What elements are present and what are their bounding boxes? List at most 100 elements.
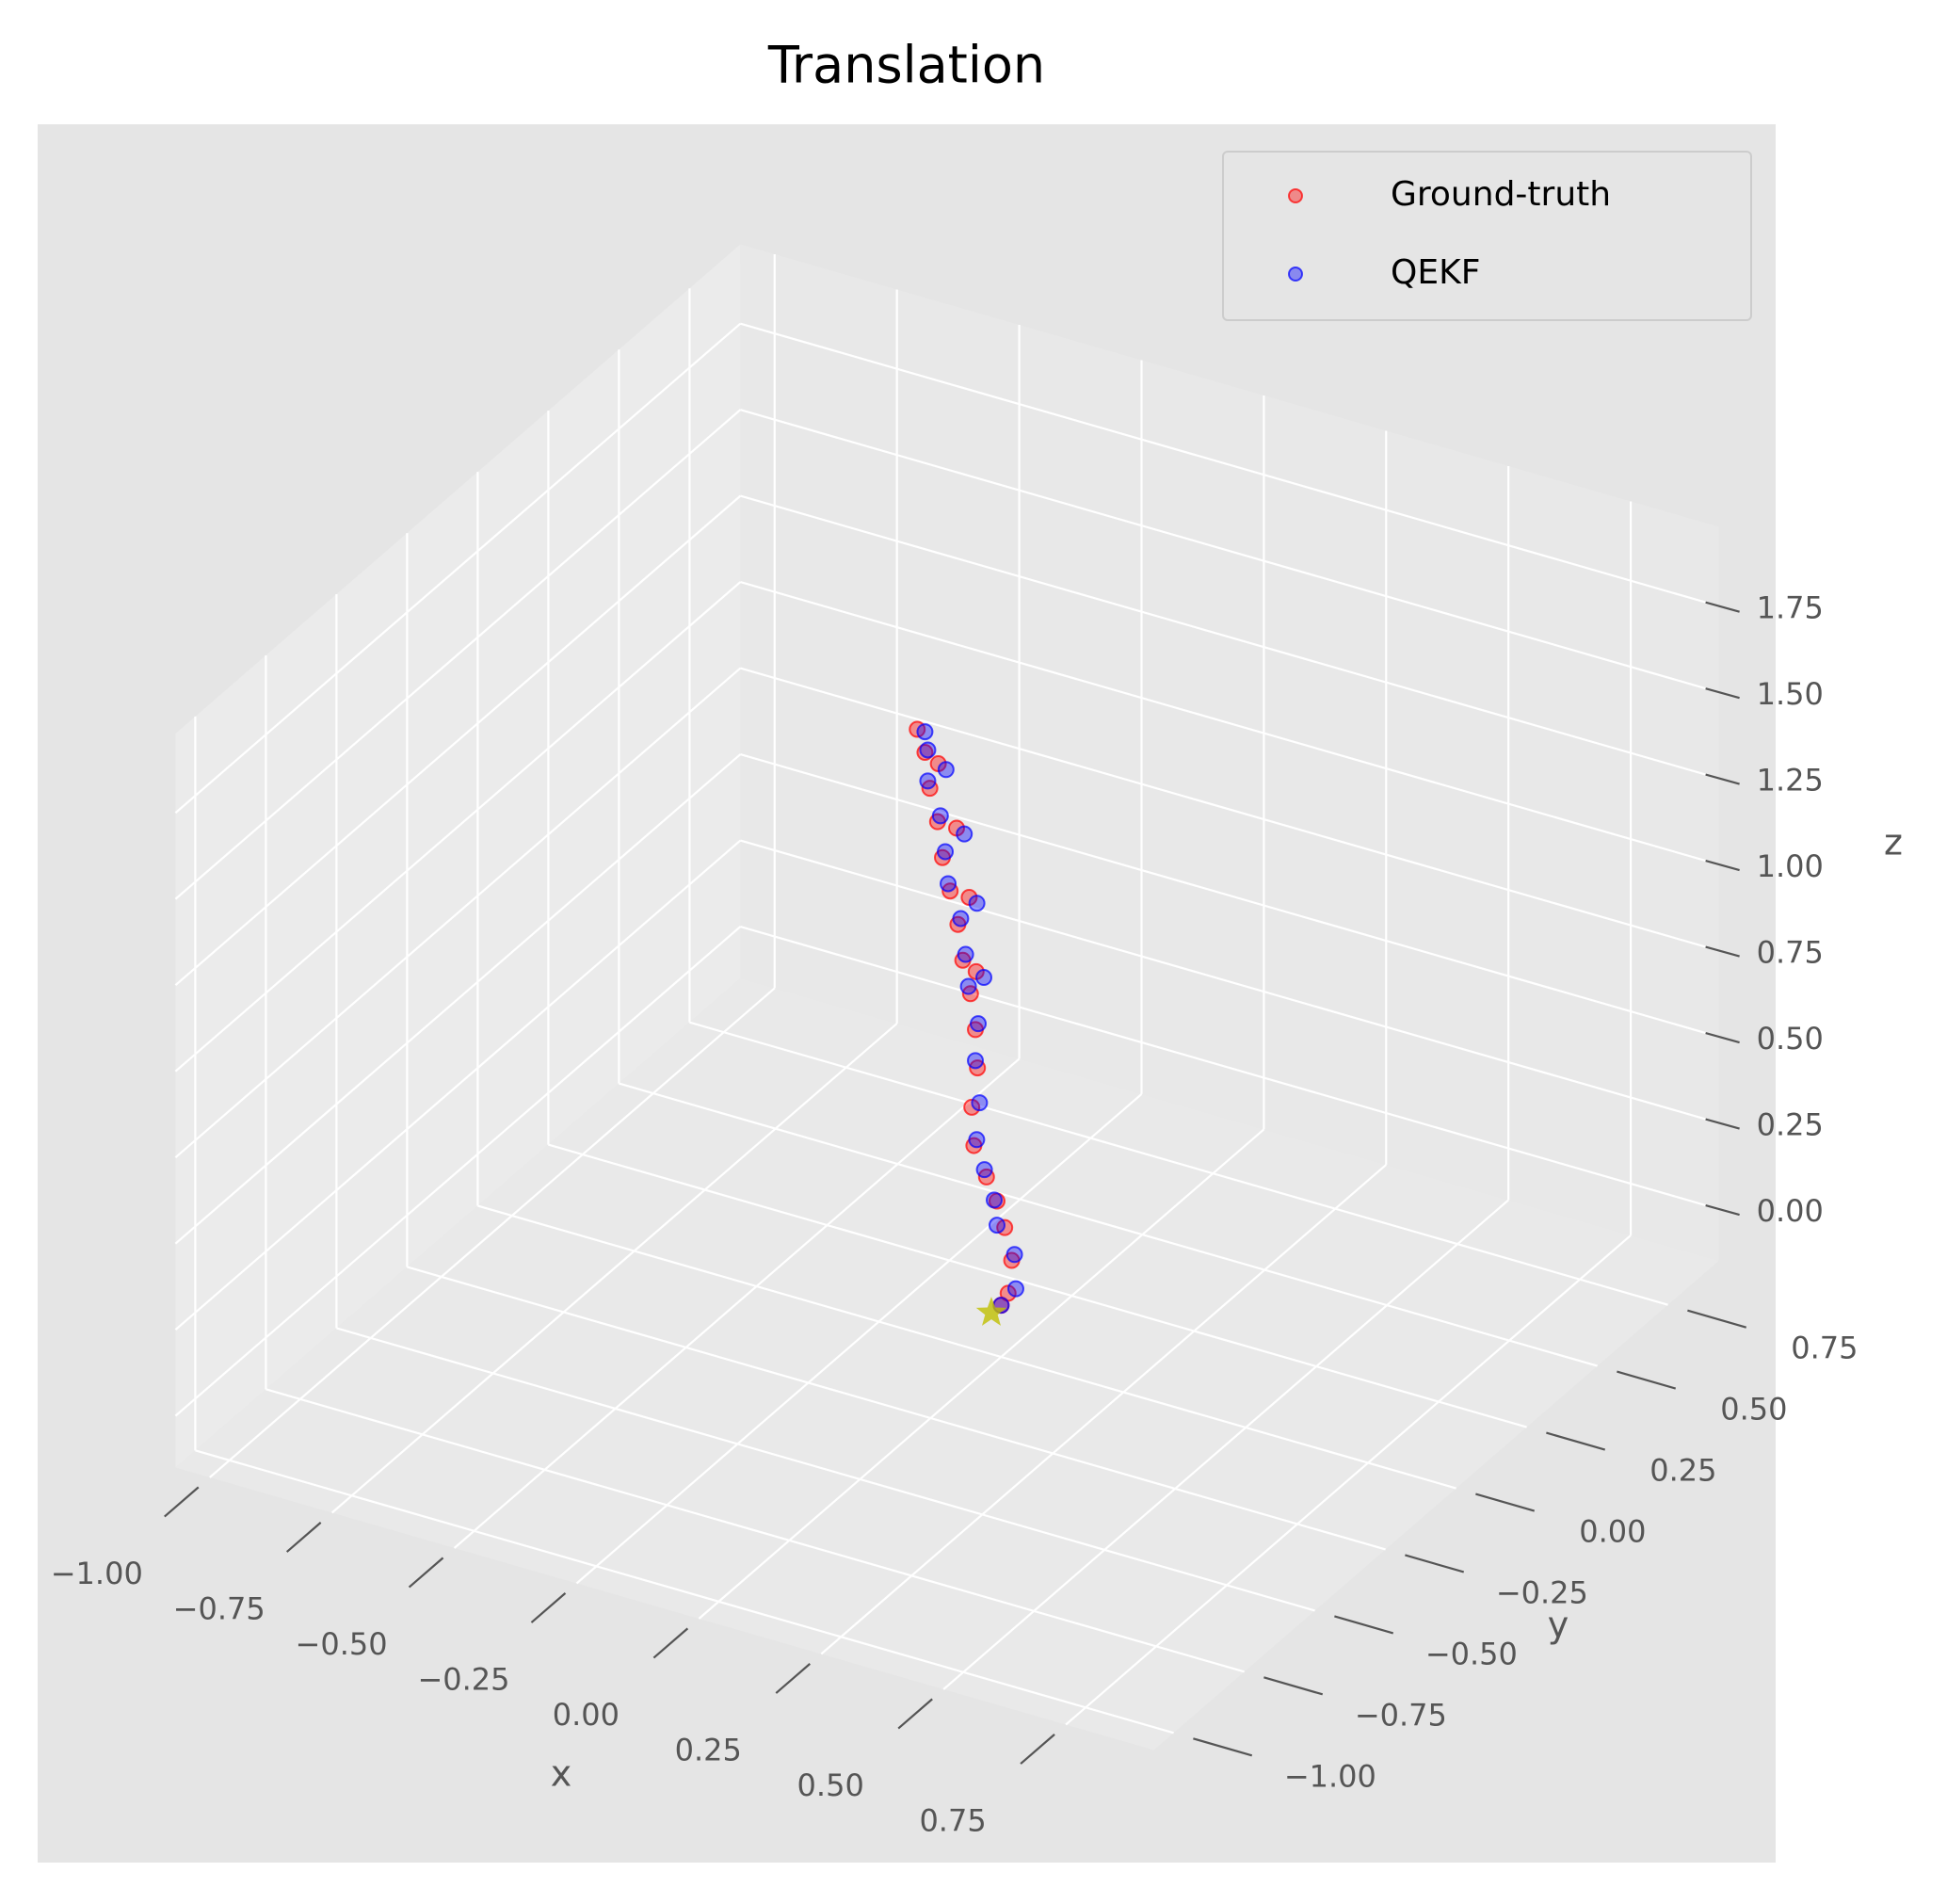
z-tick-mark: [1705, 687, 1740, 700]
y-tick-label: 0.25: [1649, 1453, 1716, 1489]
grid-line: [174, 494, 742, 987]
x-tick-mark: [652, 1627, 689, 1659]
grid-line: [330, 1023, 898, 1514]
z-tick-label: 0.25: [1757, 1107, 1824, 1143]
x-axis-label: x: [551, 1753, 572, 1795]
data-point: [952, 910, 970, 928]
z-tick-mark: [1705, 1031, 1740, 1044]
grid-line: [174, 839, 742, 1331]
grid-line: [619, 1082, 1598, 1367]
grid-line: [740, 322, 1719, 607]
grid-line: [740, 839, 1719, 1124]
x-tick-label: −0.75: [173, 1590, 266, 1626]
data-point: [968, 1131, 986, 1149]
chart-title: Translation: [767, 36, 1045, 95]
grid-line: [740, 752, 1719, 1039]
y-tick-mark: [1546, 1431, 1606, 1451]
z-tick-mark: [1705, 860, 1740, 872]
grid-line: [740, 667, 1719, 952]
grid-line: [740, 581, 1719, 866]
x-tick-label: −0.25: [417, 1661, 509, 1697]
grid-line: [266, 1388, 1245, 1673]
y-tick-label: 0.75: [1791, 1331, 1858, 1366]
y-tick-label: −1.00: [1284, 1758, 1376, 1794]
grid-line: [174, 581, 742, 1073]
data-point: [957, 945, 974, 963]
legend-marker: [1288, 266, 1303, 282]
data-point: [940, 875, 957, 893]
data-point: [956, 825, 974, 843]
grid-line: [174, 753, 742, 1245]
grid-line: [689, 1021, 1668, 1306]
data-point: [970, 1015, 987, 1033]
grid-line: [575, 1093, 1143, 1585]
data-point: [975, 969, 992, 987]
y-tick-mark: [1405, 1554, 1465, 1573]
y-tick-label: −0.75: [1355, 1697, 1447, 1733]
data-point: [975, 1161, 993, 1179]
y-tick-mark: [1193, 1737, 1253, 1757]
y-tick-label: −0.50: [1425, 1636, 1518, 1671]
data-point: [1006, 1246, 1023, 1264]
legend-label: QEKF: [1391, 253, 1480, 292]
y-tick-label: 0.50: [1720, 1392, 1787, 1428]
grid-line: [453, 1057, 1021, 1549]
legend-label: Ground-truth: [1391, 175, 1611, 214]
x-tick-label: 0.75: [919, 1802, 986, 1838]
z-tick-mark: [1705, 1118, 1740, 1130]
data-point: [971, 1094, 989, 1112]
x-tick-mark: [164, 1486, 200, 1518]
data-point: [916, 723, 934, 741]
y-tick-label: 0.00: [1579, 1514, 1646, 1550]
grid-line: [942, 1199, 1509, 1690]
z-tick-label: 0.50: [1757, 1021, 1824, 1057]
start-marker: [975, 1297, 1007, 1326]
data-point: [937, 843, 955, 861]
x-tick-mark: [285, 1522, 322, 1553]
x-tick-mark: [408, 1557, 444, 1589]
z-tick-mark: [1705, 601, 1740, 613]
grid-line: [548, 1143, 1527, 1428]
data-point: [937, 761, 955, 779]
grid-line: [740, 925, 1719, 1211]
z-tick-label: 0.75: [1757, 935, 1824, 971]
grid-line: [1065, 1234, 1632, 1726]
pane: [175, 244, 741, 1468]
z-tick-label: 0.00: [1757, 1193, 1824, 1229]
legend-box: [1222, 151, 1752, 321]
y-tick-mark: [1617, 1370, 1677, 1390]
y-tick-mark: [1334, 1615, 1394, 1635]
data-point: [988, 1217, 1006, 1234]
grid-line: [407, 1266, 1386, 1551]
legend-marker: [1288, 188, 1303, 203]
x-tick-label: −1.00: [51, 1556, 143, 1591]
z-tick-mark: [1705, 1203, 1740, 1217]
z-tick-label: 1.75: [1757, 590, 1824, 626]
grid-line: [698, 1128, 1265, 1620]
grid-line: [209, 987, 776, 1478]
data-point: [968, 895, 986, 912]
x-tick-mark: [530, 1592, 567, 1623]
z-axis-label: z: [1884, 822, 1903, 863]
z-tick-label: 1.25: [1757, 763, 1824, 799]
grid-line: [820, 1164, 1387, 1655]
z-tick-label: 1.00: [1757, 848, 1824, 884]
y-tick-label: −0.25: [1496, 1574, 1588, 1610]
y-tick-mark: [1263, 1676, 1324, 1696]
pane: [740, 244, 1719, 1261]
x-tick-label: 0.00: [553, 1697, 620, 1733]
z-tick-mark: [1705, 945, 1740, 958]
grid-line: [336, 1327, 1315, 1612]
z-tick-mark: [1705, 773, 1740, 785]
y-tick-mark: [1687, 1309, 1747, 1329]
data-point: [959, 977, 977, 995]
z-tick-label: 1.50: [1757, 676, 1824, 712]
x-tick-label: −0.50: [296, 1626, 388, 1662]
x-tick-mark: [775, 1663, 811, 1694]
x-tick-mark: [897, 1698, 933, 1730]
data-point: [967, 1052, 984, 1070]
data-point: [931, 807, 949, 825]
x-tick-label: 0.50: [797, 1767, 864, 1803]
data-point: [985, 1191, 1003, 1209]
